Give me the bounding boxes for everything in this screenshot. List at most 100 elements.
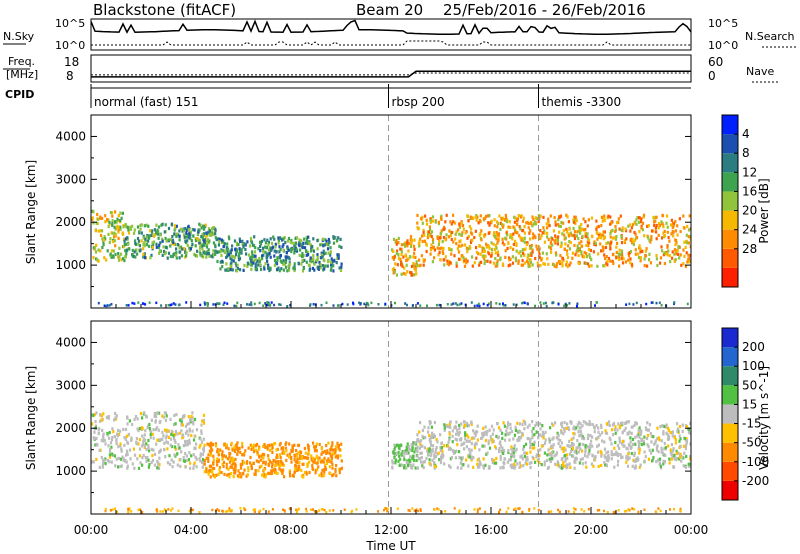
echo-cell [263, 453, 266, 457]
echo-cell [153, 414, 156, 418]
echo-cell [627, 254, 631, 258]
echo-cell [483, 444, 486, 448]
echo-cell [152, 240, 156, 244]
echo-cell [527, 222, 530, 226]
echo-cell [137, 466, 141, 470]
echo-cell [489, 260, 492, 264]
echo-cell [111, 427, 114, 431]
echo-cell [400, 247, 403, 251]
echo-cell [521, 510, 524, 514]
echo-cell [611, 220, 614, 224]
echo-cell [416, 302, 419, 305]
echo-cell [277, 241, 280, 245]
echo-cell [272, 442, 276, 446]
echo-cell [676, 422, 679, 426]
echo-cell [492, 261, 495, 265]
echo-cell [471, 238, 474, 242]
echo-cell [117, 258, 121, 262]
echo-cell [559, 254, 562, 258]
echo-cell [518, 234, 521, 238]
x-tick-label: 16:00 [474, 523, 509, 537]
echo-cell [591, 423, 594, 427]
echo-cell [419, 237, 422, 241]
echo-cell [505, 510, 508, 514]
echo-cell [523, 261, 526, 265]
echo-cell [325, 301, 328, 304]
echo-cell [469, 453, 472, 457]
echo-cell [597, 224, 600, 229]
echo-cell [320, 253, 323, 257]
echo-cell [477, 302, 480, 306]
echo-cell [442, 227, 445, 231]
echo-cell [172, 423, 176, 427]
echo-cell [459, 244, 462, 248]
echo-cell [630, 226, 633, 230]
echo-cell [655, 460, 658, 464]
echo-cell [316, 456, 319, 460]
echo-cell [566, 215, 569, 219]
echo-cell [227, 267, 230, 271]
echo-cell [202, 447, 205, 451]
echo-cell [557, 303, 560, 306]
echo-cell [233, 471, 236, 475]
echo-cell [139, 461, 142, 465]
echo-cell [133, 302, 136, 305]
echo-cell [313, 457, 316, 461]
echo-cell [220, 259, 224, 263]
echo-cell [309, 259, 312, 263]
echo-cell [102, 243, 105, 247]
echo-cell [139, 223, 142, 227]
echo-cell [580, 223, 583, 227]
echo-cell [488, 446, 492, 450]
echo-cell [161, 510, 164, 513]
echo-cell [578, 225, 581, 230]
echo-cell [546, 257, 549, 261]
echo-cell [176, 243, 179, 247]
echo-cell [602, 246, 605, 250]
colorbar-swatch [722, 134, 738, 154]
echo-cell [473, 261, 476, 265]
echo-cell [420, 451, 423, 455]
echo-cell [617, 459, 620, 463]
echo-cell [246, 473, 249, 477]
echo-cell [301, 245, 304, 250]
echo-cell [125, 449, 129, 453]
echo-cell [113, 435, 116, 439]
echo-cell [648, 238, 651, 242]
echo-cell [572, 507, 575, 510]
echo-cell [631, 241, 634, 245]
echo-cell [639, 247, 642, 251]
echo-cell [613, 428, 616, 432]
echo-cell [455, 420, 458, 424]
echo-cell [95, 442, 98, 447]
echo-cell [412, 244, 416, 248]
echo-cell [462, 463, 465, 467]
echo-cell [421, 434, 424, 438]
echo-cell [245, 474, 248, 478]
echo-cell [514, 216, 517, 220]
noise-panel-frame [90, 18, 692, 51]
colorbar-tick-label: 12 [742, 165, 757, 179]
echo-cell [482, 249, 485, 253]
echo-cell [271, 508, 274, 511]
echo-cell [271, 465, 274, 469]
echo-cell [141, 511, 144, 514]
echo-cell [550, 456, 553, 461]
echo-cell [495, 237, 498, 241]
echo-cell [208, 229, 211, 233]
echo-cell [397, 446, 401, 450]
echo-cell [411, 456, 414, 460]
echo-cell [185, 301, 188, 304]
echo-cell [660, 222, 663, 226]
echo-cell [518, 461, 521, 465]
echo-cell [484, 233, 487, 237]
echo-cell [411, 446, 414, 450]
echo-cell [623, 428, 626, 433]
echo-cell [201, 244, 204, 248]
echo-cell [183, 414, 186, 418]
echo-cell [432, 245, 435, 249]
echo-cell [159, 448, 162, 452]
echo-cell [184, 227, 187, 231]
echo-cell [439, 258, 442, 262]
